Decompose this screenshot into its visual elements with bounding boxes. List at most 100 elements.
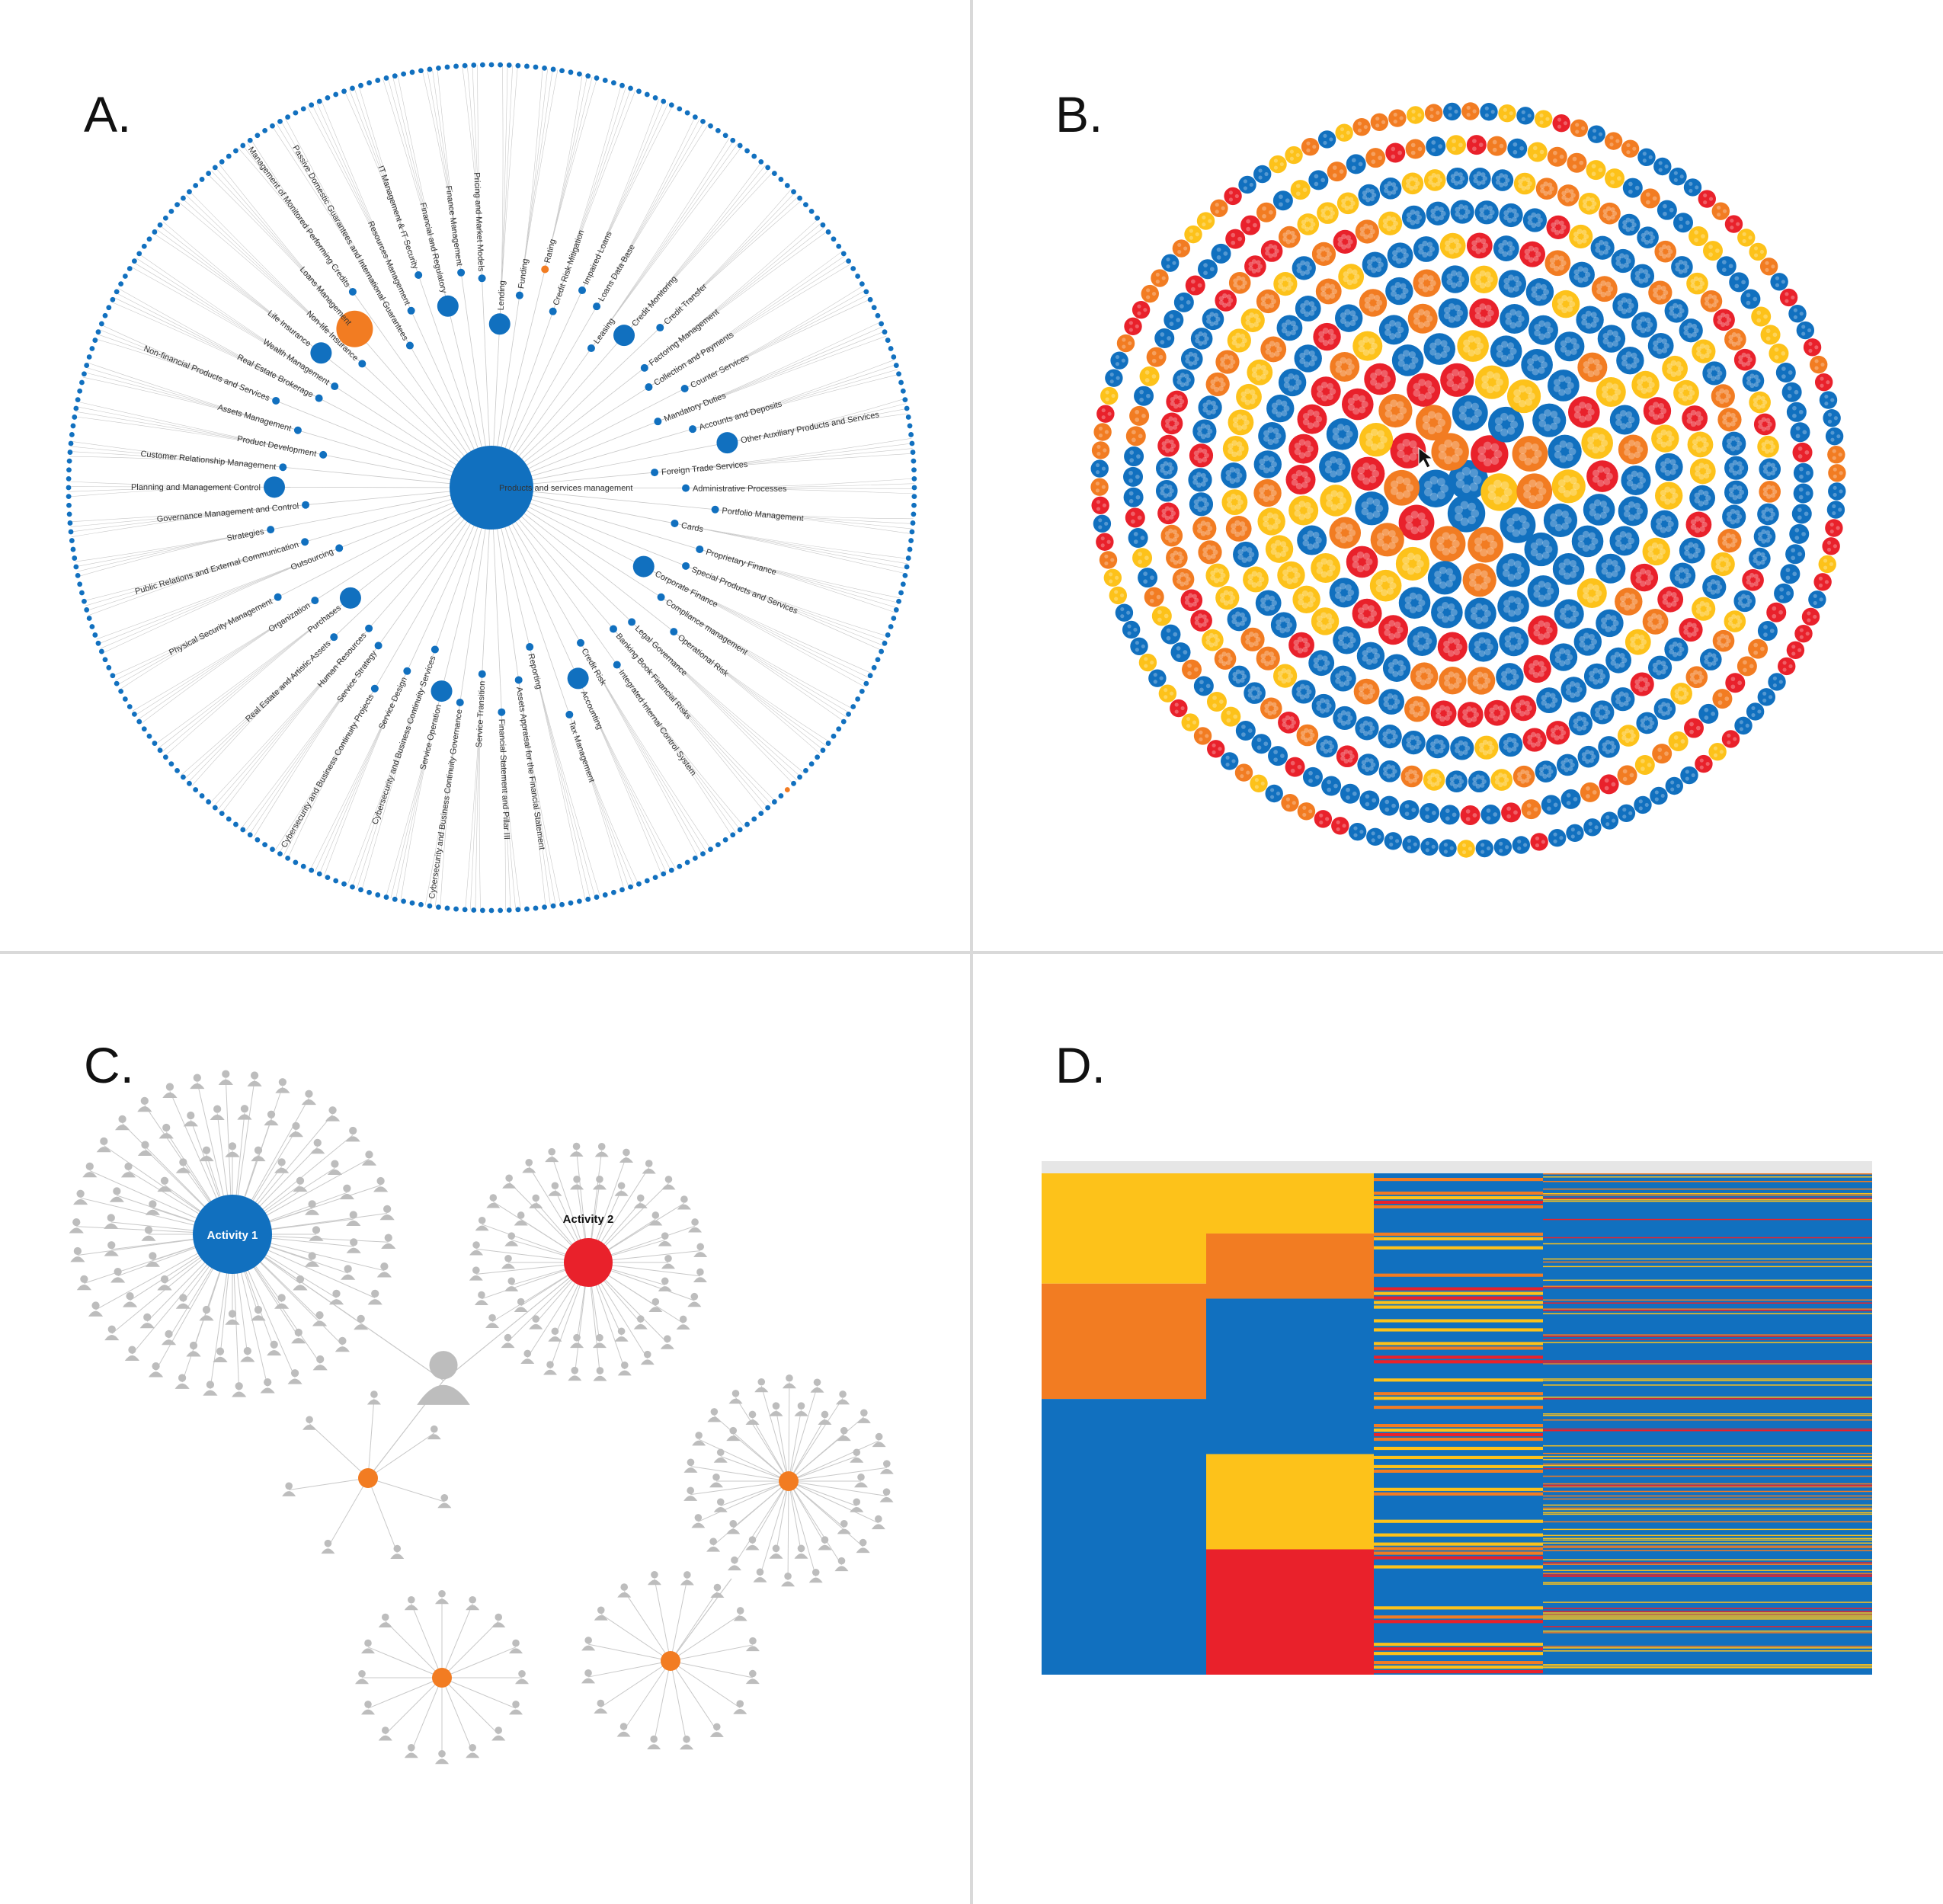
packed-subcircle: [1603, 241, 1608, 247]
packed-subcircle: [1458, 142, 1463, 148]
packed-subcircle: [1625, 542, 1632, 550]
packed-subcircle: [1109, 572, 1113, 577]
packed-subcircle: [1126, 610, 1131, 615]
packed-subcircle: [1637, 482, 1644, 489]
icicle-cell: [1374, 1437, 1543, 1442]
packed-subcircle: [1679, 174, 1684, 179]
packed-circle: [1717, 408, 1742, 432]
person-icon: [854, 1473, 868, 1488]
packed-subcircle: [1482, 739, 1488, 745]
packed-subcircle: [1380, 436, 1388, 444]
packed-subcircle: [1484, 315, 1492, 322]
leaf-node: [524, 906, 530, 912]
packed-subcircle: [1375, 382, 1382, 390]
packed-subcircle: [1703, 499, 1709, 506]
network-edge: [367, 1677, 443, 1709]
packed-subcircle: [1553, 158, 1557, 163]
packed-subcircle: [1456, 309, 1464, 317]
packed-circle: [1733, 590, 1756, 613]
packed-subcircle: [1640, 718, 1646, 724]
packed-subcircle: [1631, 483, 1638, 491]
packed-subcircle: [1448, 574, 1456, 582]
network-edge: [788, 1480, 863, 1547]
packed-subcircle: [1772, 683, 1777, 688]
packed-subcircle: [1464, 417, 1473, 425]
packed-subcircle: [1565, 453, 1573, 462]
packed-subcircle: [1440, 484, 1449, 493]
icicle-cell: [1374, 1287, 1543, 1291]
packed-subcircle: [1132, 437, 1136, 443]
leaf-node: [86, 616, 92, 621]
packed-subcircle: [1737, 485, 1743, 491]
packed-subcircle: [1769, 507, 1774, 514]
activity-1-hub: [193, 1195, 272, 1274]
packed-subcircle: [1329, 293, 1336, 299]
person-icon: [691, 1514, 706, 1528]
packed-subcircle: [1526, 774, 1532, 779]
packed-subcircle: [1688, 553, 1694, 559]
packed-subcircle: [1420, 518, 1429, 527]
packed-subcircle: [1500, 481, 1509, 490]
packed-subcircle: [1251, 366, 1258, 373]
leaf-node: [908, 432, 914, 437]
packed-subcircle: [1475, 616, 1483, 624]
packed-subcircle: [1539, 120, 1544, 125]
packed-subcircle: [1748, 235, 1753, 240]
tree-edge: [309, 670, 408, 870]
tree-edge: [648, 264, 851, 388]
packed-subcircle: [1300, 731, 1306, 736]
packed-subcircle: [1104, 554, 1109, 558]
packed-subcircle: [1431, 844, 1436, 849]
packed-subcircle: [1550, 520, 1557, 528]
packed-subcircle: [1592, 475, 1600, 483]
packed-circle: [1439, 805, 1460, 825]
packed-subcircle: [1737, 514, 1743, 520]
packed-subcircle: [1512, 276, 1519, 283]
packed-subcircle: [1439, 715, 1445, 722]
packed-subcircle: [1634, 645, 1640, 651]
packed-subcircle: [1415, 676, 1422, 683]
person-icon: [754, 1378, 769, 1393]
leaf-node: [808, 208, 815, 214]
packed-circle: [1507, 138, 1528, 158]
packed-subcircle: [1652, 667, 1658, 673]
packed-subcircle: [1535, 836, 1540, 840]
packed-subcircle: [1255, 694, 1260, 699]
packed-subcircle: [1218, 568, 1224, 574]
packed-subcircle: [1368, 475, 1377, 484]
packed-circle: [1528, 615, 1558, 645]
packed-subcircle: [1602, 209, 1608, 214]
packed-subcircle: [1484, 638, 1491, 645]
panel-c-letter: C.: [84, 1037, 134, 1093]
icicle-cell: [1374, 1319, 1543, 1323]
packed-subcircle: [1653, 402, 1660, 408]
packed-subcircle: [1717, 636, 1722, 642]
packed-circle: [1640, 188, 1660, 209]
packed-subcircle: [1484, 677, 1491, 684]
packed-subcircle: [1797, 648, 1802, 652]
packed-circle: [1703, 241, 1724, 261]
packed-subcircle: [1553, 254, 1560, 261]
packed-subcircle: [1337, 241, 1343, 247]
packed-subcircle: [1279, 194, 1283, 200]
packed-subcircle: [1167, 469, 1173, 475]
icicle-cell: [1543, 1180, 1872, 1182]
packed-subcircle: [1734, 283, 1740, 289]
packed-subcircle: [1413, 554, 1422, 562]
packed-subcircle: [1586, 206, 1591, 211]
packed-circle: [1591, 276, 1618, 302]
packed-circle: [1329, 517, 1362, 549]
packed-subcircle: [1508, 610, 1516, 617]
branch-label: Service Design: [377, 676, 409, 731]
packed-subcircle: [1225, 469, 1231, 476]
person-icon: [161, 1330, 177, 1346]
packed-subcircle: [1558, 734, 1564, 740]
packed-subcircle: [1202, 448, 1208, 454]
network-edge: [735, 1397, 789, 1482]
packed-subcircle: [1375, 585, 1383, 593]
packed-subcircle: [1238, 446, 1245, 452]
packed-subcircle: [1609, 748, 1615, 754]
packed-subcircle: [1660, 429, 1667, 436]
packed-subcircle: [1096, 470, 1100, 475]
packed-subcircle: [1730, 412, 1736, 418]
